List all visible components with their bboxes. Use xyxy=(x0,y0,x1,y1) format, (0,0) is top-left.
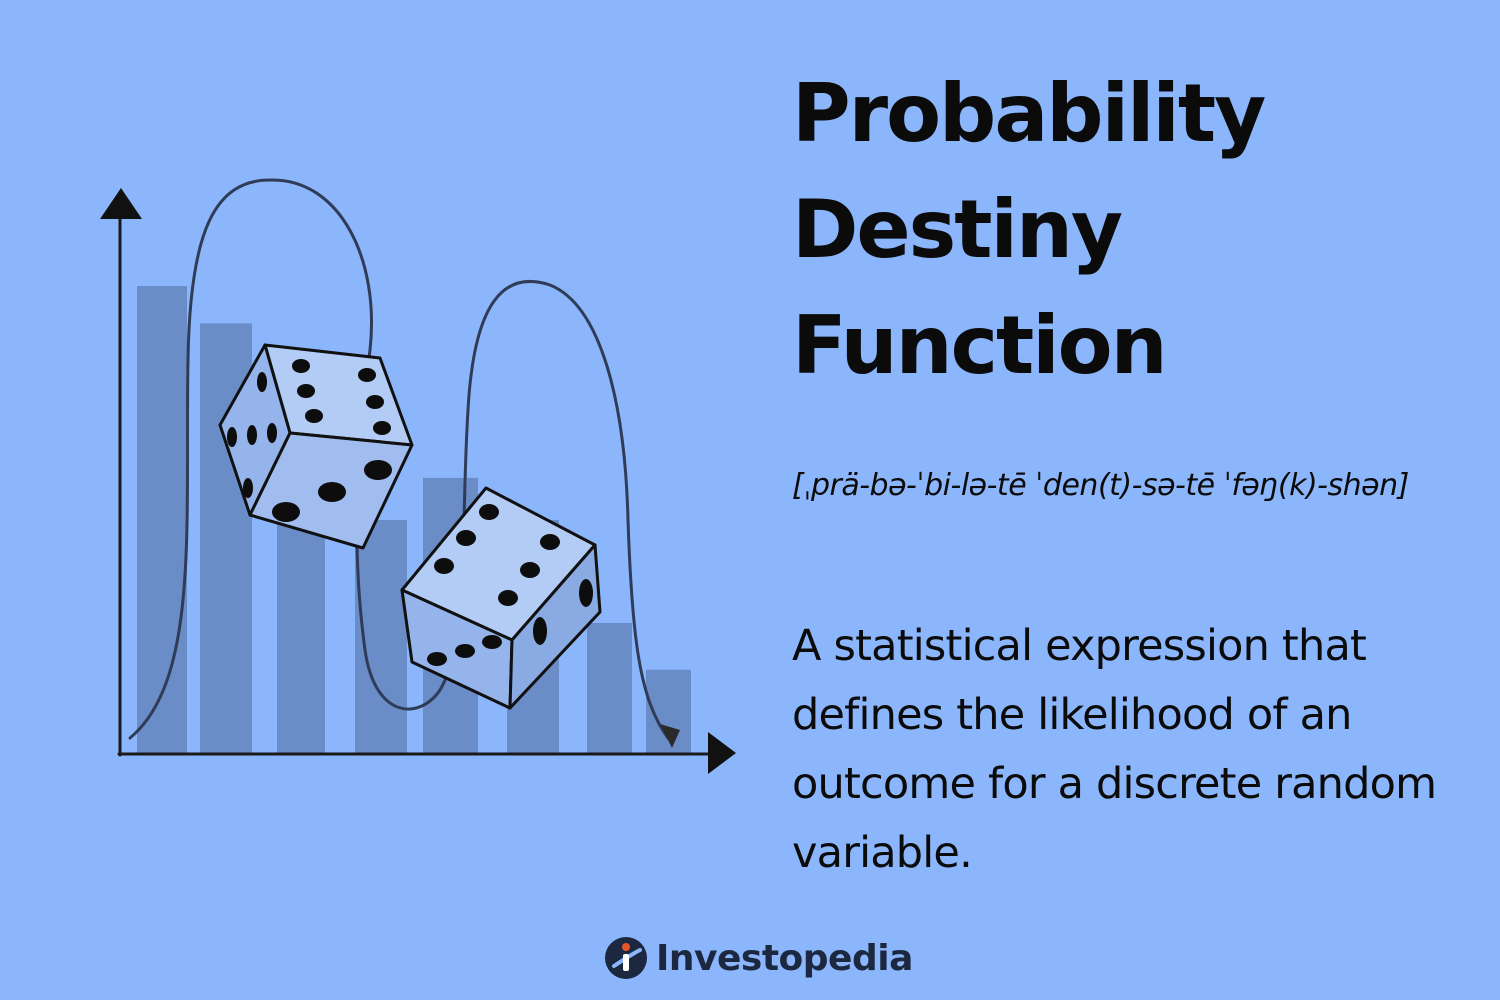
histogram-bar xyxy=(137,286,187,754)
bell-curve-icon xyxy=(128,178,670,740)
brand-name: Investopedia xyxy=(656,937,913,979)
brand-logo: Investopedia xyxy=(604,932,913,984)
curve-arrowhead xyxy=(660,724,680,748)
page-title-line-2: Destiny xyxy=(792,183,1123,276)
die-pips xyxy=(227,359,392,522)
investopedia-logo-icon xyxy=(605,937,647,979)
definition-text: A statistical expression that defines th… xyxy=(792,621,1437,878)
die-icon xyxy=(400,486,602,710)
histogram-bar xyxy=(587,622,632,754)
pronunciation-text: [ˌprä-bə-ˈbi-lə-tē ˈden(t)-sə-tē ˈfəŋ(k)… xyxy=(792,468,1409,503)
histogram-bars xyxy=(137,286,691,754)
y-axis-arrow-icon xyxy=(100,188,142,219)
page-title-line-3: Function xyxy=(792,299,1168,392)
x-axis-arrow-icon xyxy=(708,732,736,774)
die-pips xyxy=(427,504,593,666)
probability-illustration xyxy=(100,178,736,774)
page-title-line-1: Probability xyxy=(792,67,1266,160)
die-icon xyxy=(218,343,414,550)
